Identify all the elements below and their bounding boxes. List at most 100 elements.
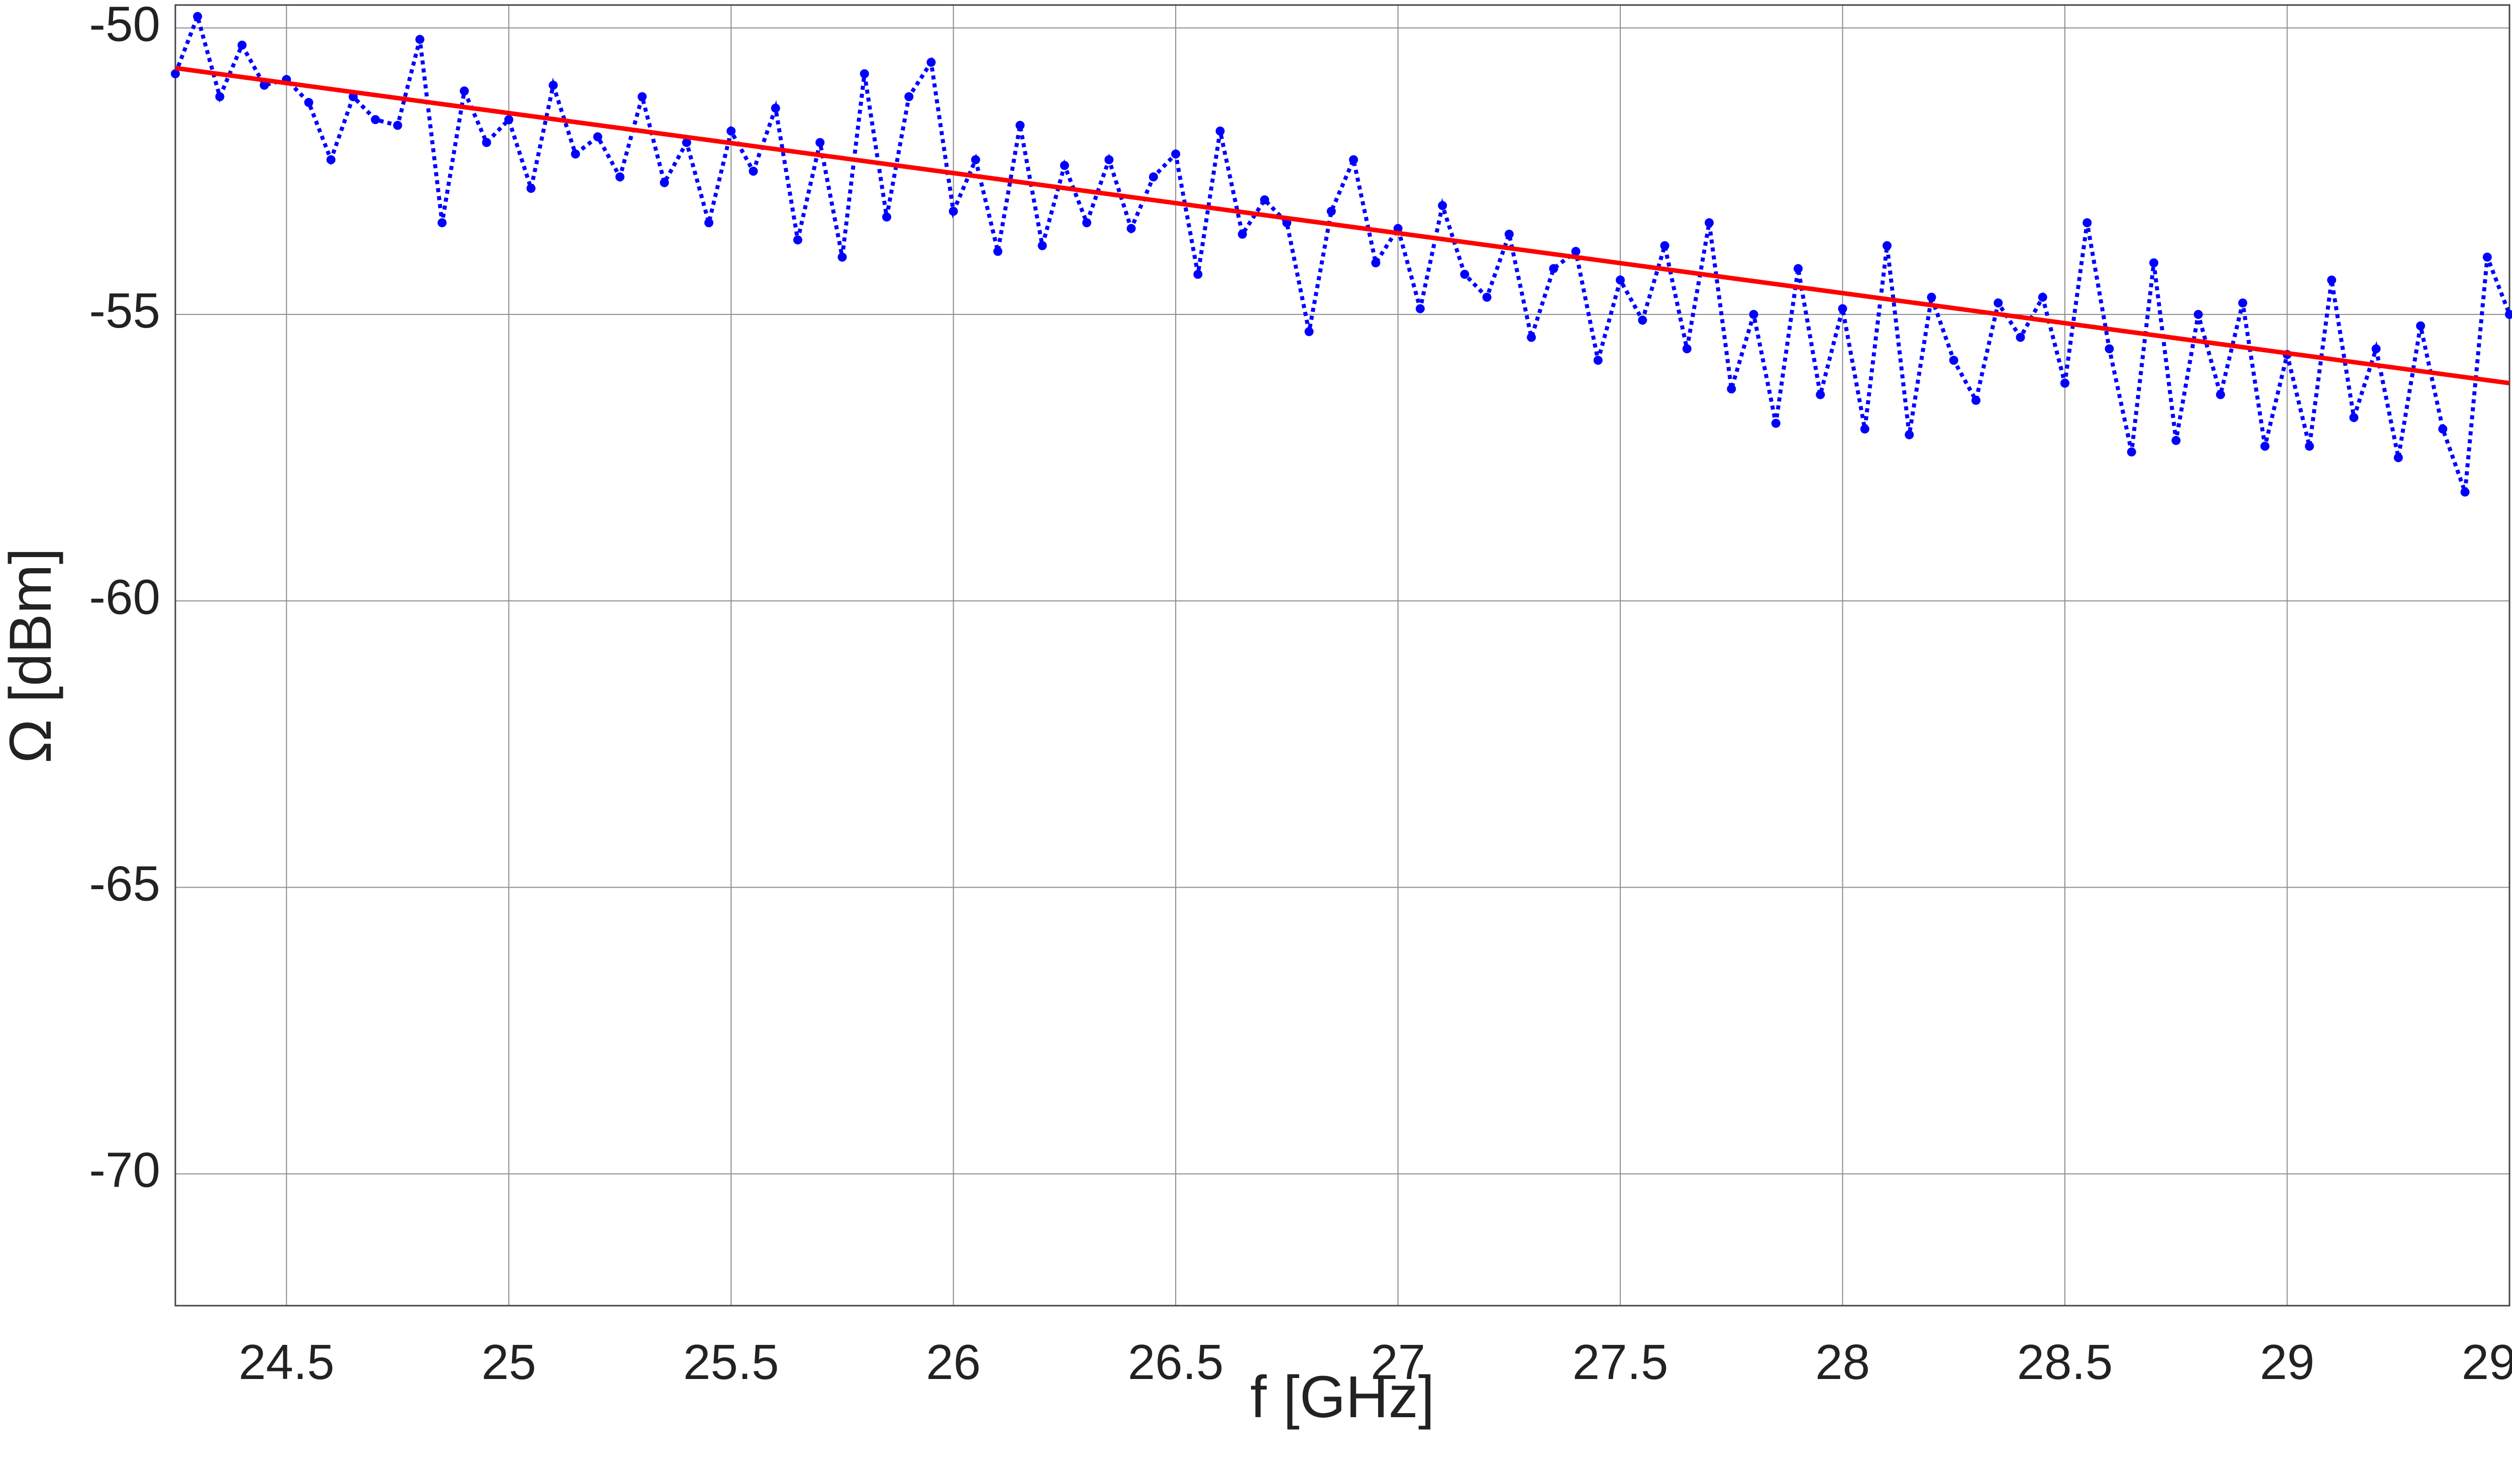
data-point [2038,292,2047,302]
data-point [526,183,536,193]
data-point [1705,218,1714,228]
data-point [1326,206,1336,216]
data-point [1838,304,1847,313]
data-point [1438,201,1447,210]
data-point [1616,275,1625,285]
data-point [2127,447,2136,457]
data-point [1193,270,1203,279]
data-point [1749,309,1758,319]
data-point [815,138,825,147]
data-point [1349,155,1358,164]
data-point [926,58,936,67]
y-tick-label: -70 [89,1142,160,1198]
x-tick-label: 26.5 [1128,1334,1224,1390]
x-tick-label: 29.5 [2462,1334,2512,1390]
data-point [2260,442,2270,451]
data-point [1060,161,1069,170]
data-point [1504,230,1514,239]
data-point [593,132,602,142]
data-point [1593,356,1603,365]
y-tick-label: -55 [89,283,160,338]
data-point [571,149,580,159]
data-point [1860,424,1869,434]
x-tick-label: 26 [926,1334,981,1390]
data-point [237,40,247,50]
data-point [949,206,958,216]
y-axis-label: Ω [dBm] [0,548,64,763]
data-point [504,115,513,125]
data-point [1215,126,1225,136]
data-point [993,247,1003,256]
data-point [1482,292,1492,302]
data-point [437,218,447,228]
data-point [749,166,758,176]
data-point [1415,304,1425,313]
series-line [173,10,2511,493]
x-axis-label: f [GHz] [1250,1364,1434,1430]
data-point [2082,218,2092,228]
data-point [904,92,914,101]
data-point [549,80,558,90]
data-point [415,35,425,44]
data-point [2105,344,2114,354]
data-point [1771,418,1781,428]
data-point [1882,241,1892,251]
data-point [660,178,669,187]
y-tick-label: -60 [89,569,160,624]
data-point [2505,309,2512,319]
data-point [793,235,802,245]
data-point [1971,395,1981,405]
data-point [1304,327,1314,337]
series-line [175,66,2510,386]
y-tick-label: -50 [89,0,160,52]
data-point [1794,264,1803,273]
data-point [1638,315,1647,325]
data-point [2460,487,2470,497]
data-point [1949,356,1958,365]
data-point [726,126,736,136]
data-point [1660,241,1669,251]
data-point [482,138,491,147]
plot-frame [174,4,2510,1307]
data-point [2416,321,2426,331]
data-point [2193,309,2203,319]
data-point [1571,247,1581,256]
x-tick-label: 25 [481,1334,536,1390]
data-point [771,103,780,113]
data-point [704,218,713,228]
data-point [1371,258,1381,268]
data-point [326,155,336,164]
data-point [1082,218,1092,228]
data-point [460,86,469,96]
data-point [1104,155,1114,164]
x-tick-label: 27 [1371,1334,1425,1390]
data-point [1460,270,1470,279]
data-point [2216,390,2225,399]
data-point [1148,172,1158,182]
data-point [1549,264,1558,273]
data-point [1527,333,1536,342]
y-tick-label: -65 [89,856,160,911]
data-point [1682,344,1692,354]
data-point [393,121,402,130]
data-point [1927,292,1936,302]
data-point [1260,195,1270,204]
data-point [215,92,225,101]
data-point [615,172,624,182]
data-point [882,212,891,222]
x-tick-label: 29 [2260,1334,2315,1390]
data-point [371,115,380,125]
data-point [1816,390,1825,399]
data-point [2149,258,2159,268]
data-point [860,69,869,78]
data-point [1015,121,1025,130]
data-point [1171,149,1181,159]
data-point [171,69,180,78]
data-point [1727,384,1736,394]
data-point [2327,275,2337,285]
data-point [1905,430,1914,440]
data-point [682,138,691,147]
data-point [259,80,269,90]
x-tick-label: 28.5 [2017,1334,2113,1390]
data-point [2371,344,2381,354]
